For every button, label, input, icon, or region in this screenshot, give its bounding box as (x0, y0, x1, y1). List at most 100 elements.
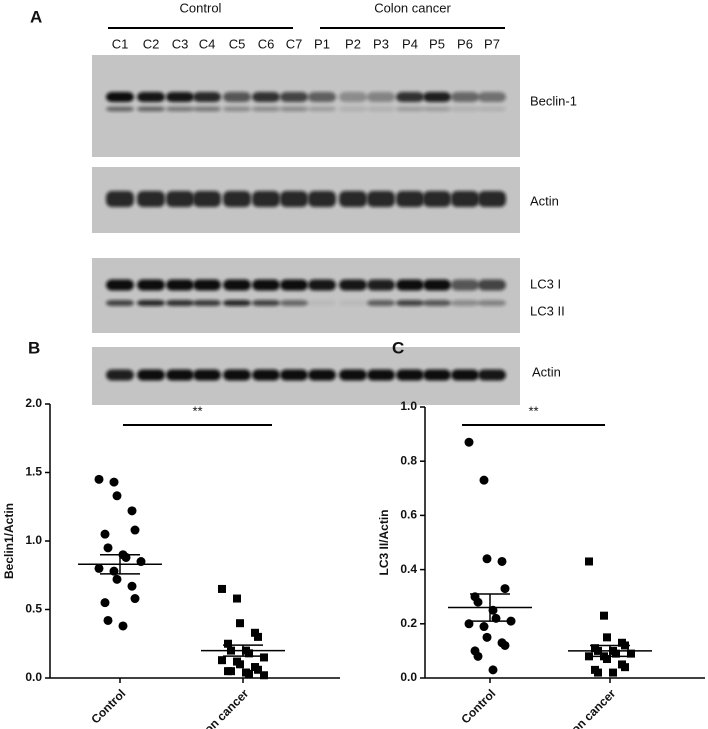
blot-membrane (92, 258, 520, 333)
y-tick-label: 0.8 (400, 453, 417, 467)
blot-band (308, 300, 336, 306)
data-point (585, 557, 593, 566)
lane-label: P3 (373, 36, 389, 51)
data-point (224, 639, 232, 648)
blot-band (193, 106, 221, 112)
group-label: Colon cancer (374, 0, 451, 15)
data-point (627, 649, 635, 658)
group-label: Control (180, 0, 222, 15)
y-axis-label: Beclin1/Actin (2, 503, 16, 579)
blot-band (451, 300, 479, 306)
data-point (94, 563, 104, 573)
data-point (245, 669, 253, 678)
blot-band (166, 300, 194, 306)
blot-band (252, 279, 280, 291)
data-point (112, 491, 122, 501)
blot-band (223, 106, 251, 112)
blot-band (137, 92, 165, 102)
band-label: LC3 II (530, 303, 565, 318)
blot-band (223, 279, 251, 291)
blot-band (478, 92, 506, 102)
blot-band (367, 106, 395, 112)
data-point (603, 655, 611, 664)
blot-band (367, 300, 395, 306)
blot-band (223, 300, 251, 306)
blot-band (193, 92, 221, 102)
blot-band (166, 191, 194, 207)
blot-band (252, 92, 280, 102)
lane-label: C3 (172, 36, 189, 51)
x-tick-label: Control (458, 686, 498, 726)
blot-band (193, 300, 221, 306)
error-bar (470, 593, 510, 622)
blot-band (280, 106, 308, 112)
y-tick-label: 0.6 (400, 508, 417, 522)
blot-band (396, 92, 424, 102)
lane-label: P1 (314, 36, 330, 51)
blot-band (396, 191, 424, 207)
data-point (482, 554, 492, 564)
blot-band (339, 92, 367, 102)
x-tick-label: Colon cancer (555, 686, 619, 729)
data-point (585, 652, 593, 661)
data-point (233, 594, 241, 603)
data-point (218, 584, 226, 593)
lane-label: P6 (457, 36, 473, 51)
data-point (112, 574, 122, 584)
data-point (500, 584, 510, 594)
error-bar (590, 644, 630, 658)
blot-band (339, 106, 367, 112)
blot-band (193, 279, 221, 291)
data-point (473, 651, 483, 661)
significance-label: ** (192, 403, 202, 418)
data-point (251, 628, 259, 637)
blot-band (137, 106, 165, 112)
data-point (109, 477, 119, 487)
blot-band (396, 369, 424, 381)
blot-band (451, 191, 479, 207)
blot-band (106, 191, 134, 207)
data-point (127, 506, 137, 516)
blot-band (137, 300, 165, 306)
data-point (100, 598, 110, 608)
blot-band (280, 191, 308, 207)
data-point (594, 668, 602, 677)
y-tick-label: 0.0 (400, 670, 417, 684)
y-tick-label: 0.0 (25, 670, 42, 684)
blot-band (423, 106, 451, 112)
blot-band (280, 369, 308, 381)
blot-band (308, 279, 336, 291)
blot-band (451, 369, 479, 381)
data-point (127, 581, 137, 591)
lane-label: C4 (199, 36, 216, 51)
blot-band (137, 279, 165, 291)
blot-band (280, 92, 308, 102)
blot-band (367, 191, 395, 207)
blot-band (396, 300, 424, 306)
blot-band (252, 369, 280, 381)
blot-band (166, 279, 194, 291)
blot-band (423, 300, 451, 306)
data-point (254, 632, 262, 641)
blot-band (166, 92, 194, 102)
data-point (130, 525, 140, 535)
band-label: Actin (532, 364, 561, 379)
lane-label: P2 (345, 36, 361, 51)
lane-label: C2 (143, 36, 160, 51)
data-point (621, 663, 629, 672)
lane-label: P4 (402, 36, 418, 51)
lane-label: P5 (429, 36, 445, 51)
blot-band (367, 92, 395, 102)
blot-band (223, 191, 251, 207)
blot-band (367, 279, 395, 291)
band-label: Actin (530, 193, 559, 208)
panel-label: A (30, 7, 42, 26)
data-point (254, 665, 262, 674)
blot-band (252, 191, 280, 207)
blot-band (451, 279, 479, 291)
blot-band (223, 369, 251, 381)
blot-band (106, 106, 134, 112)
band-label: LC3 I (530, 276, 561, 291)
y-tick-label: 1.0 (400, 399, 417, 413)
